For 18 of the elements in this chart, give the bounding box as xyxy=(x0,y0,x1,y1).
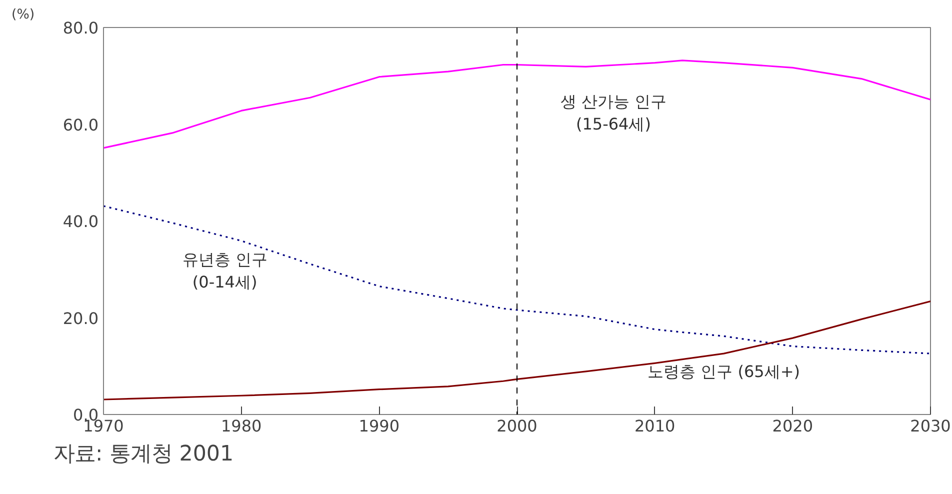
y-tick-label: 60.0 xyxy=(62,115,98,134)
line-series xyxy=(104,205,930,354)
x-tick-label: 2030 xyxy=(910,416,951,436)
x-tick-label: 2010 xyxy=(634,416,676,436)
y-tick-label: 20.0 xyxy=(62,308,98,328)
text: 자료: 통계청 2001 xyxy=(54,442,234,466)
series-label: 노령층 인구 (65세+) xyxy=(648,362,800,382)
x-tick-label: 2000 xyxy=(496,416,538,436)
x-tick-label: 2020 xyxy=(772,416,814,436)
line-series xyxy=(104,60,930,149)
y-tick-label: 80.0 xyxy=(62,18,98,38)
y-tick-label: 40.0 xyxy=(62,212,98,231)
y-axis-title: (%) xyxy=(12,8,35,22)
series-label: 생 산가능 인구 (15-64세) xyxy=(560,92,667,134)
x-tick-label: 1980 xyxy=(220,416,262,436)
line-series xyxy=(104,300,930,400)
series-label: 유년층 인구 (0-14세) xyxy=(182,250,268,292)
x-tick-label: 1990 xyxy=(358,416,400,436)
